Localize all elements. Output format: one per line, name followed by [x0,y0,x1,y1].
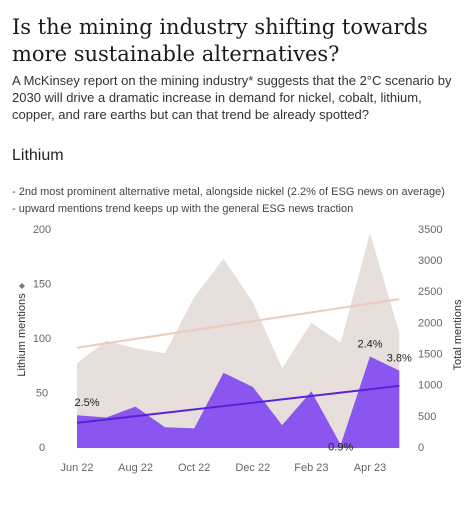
annotation: 2.5% [74,397,99,409]
chart-title: Is the mining industry shifting towards … [12,15,428,66]
y-tick-label: 150 [33,278,51,290]
note: - 2nd most prominent alternative metal, … [12,186,445,198]
annotation: 0.9% [328,442,353,454]
x-tick-label: Oct 22 [178,462,210,474]
y2-tick-label: 3000 [418,255,442,267]
trend-line [76,298,400,349]
y-tick-label: 200 [33,224,51,236]
y-tick-label: 0 [39,442,45,454]
y2-tick-label: 2500 [418,286,442,298]
note: - upward mentions trend keeps up with th… [12,203,354,215]
annotation: 2.4% [357,338,382,350]
trend-line [76,384,400,424]
y2-tick-label: 2000 [418,317,442,329]
x-tick-label: Apr 23 [354,462,386,474]
y2-axis-title: Total mentions [452,299,464,370]
x-tick-label: Feb 23 [294,462,328,474]
area [77,356,400,448]
y2-tick-label: 0 [418,442,424,454]
chart-subtitle: A McKinsey report on the mining industry… [12,73,452,122]
x-tick-label: Dec 22 [235,462,270,474]
y-tick-label: 50 [36,387,48,399]
y2-tick-label: 1500 [418,348,442,360]
y2-tick-label: 500 [418,411,436,423]
x-tick-label: Jun 22 [60,462,93,474]
y-tick-label: 100 [33,333,51,345]
y-axis-title: Lithium mentions [16,293,28,377]
annotation: 3.8% [387,353,412,365]
pin-icon [19,283,25,289]
y2-tick-label: 1000 [418,380,442,392]
section-title: Lithium [12,147,64,164]
y2-tick-label: 3500 [418,224,442,236]
x-tick-label: Aug 22 [118,462,153,474]
